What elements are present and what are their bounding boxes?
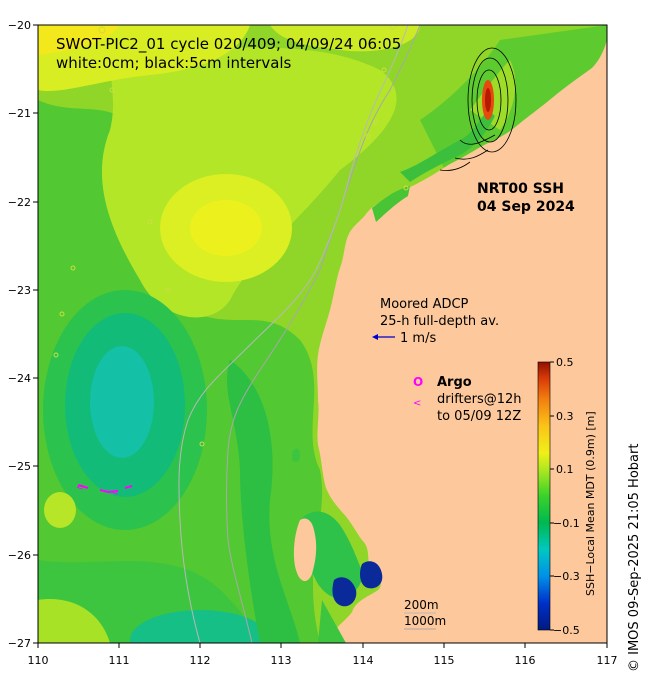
colorbar-tick-label: −0.5 [553, 624, 580, 637]
adcp-legend-title: Moored ADCP [380, 297, 469, 312]
colorbar-tick-label: −0.3 [553, 570, 580, 583]
map-subtitle: white:0cm; black:5cm intervals [56, 54, 292, 72]
colorbar-tick-label: 0.3 [556, 410, 574, 423]
lat-tick-label: −21 [8, 107, 31, 120]
product-name: NRT00 SSH [477, 181, 564, 197]
isobath-200m [178, 25, 409, 643]
plot-frame [37, 24, 608, 644]
lon-tick-label: 115 [434, 654, 455, 667]
argo-label: Argo [437, 375, 472, 390]
lat-tick-label: −25 [8, 460, 31, 473]
lon-axis: 110 111 112 113 114 115 116 117 [28, 643, 618, 667]
lon-tick-label: 117 [597, 654, 618, 667]
australia-landmass [317, 25, 607, 643]
adcp-markers [53, 25, 409, 447]
colorbar-tick-label: 0.5 [556, 356, 574, 369]
lat-tick-label: −26 [8, 549, 31, 562]
colorbar-tick-label: −0.1 [553, 517, 580, 530]
lon-tick-label: 113 [271, 654, 292, 667]
lon-tick-label: 116 [515, 654, 536, 667]
adcp-scale-arrow [372, 334, 395, 340]
colorbar-tick-label: 0.1 [556, 463, 574, 476]
lon-tick-label: 111 [109, 654, 130, 667]
drifters-period: to 05/09 12Z [437, 409, 521, 424]
drifters-label: drifters@12h [437, 392, 522, 407]
ssh-contours-exmouth [439, 47, 517, 171]
shark-bay-water [300, 511, 363, 599]
isobath-200-label: 200m [404, 598, 439, 612]
lon-tick-label: 112 [190, 654, 211, 667]
lat-tick-label: −27 [8, 637, 31, 650]
isobath-1000-label: 1000m [404, 614, 446, 628]
colorbar-gradient [537, 361, 551, 631]
lat-tick-label: −20 [8, 19, 31, 32]
argo-symbol: O [413, 375, 423, 389]
lon-tick-label: 110 [28, 654, 49, 667]
colorbar: 0.5 0.3 0.1 −0.1 −0.3 −0.5 SSH−Local Mea… [537, 356, 597, 637]
map-title: SWOT-PIC2_01 cycle 020/409; 04/09/24 06:… [56, 35, 401, 54]
lat-tick-label: −24 [8, 372, 31, 385]
adcp-legend-subtitle: 25-h full-depth av. [380, 314, 499, 329]
svg-text:<: < [111, 488, 119, 498]
product-date: 04 Sep 2024 [477, 199, 575, 215]
lat-tick-label: −23 [8, 284, 31, 297]
lat-axis: −20 −21 −22 −23 −24 −25 −26 −27 [8, 19, 38, 650]
colorbar-label: SSH−Local Mean MDT (0.9m) [m] [584, 411, 597, 596]
drifter-symbol: < [413, 398, 421, 409]
lat-tick-label: −22 [8, 196, 31, 209]
svg-text:<: < [76, 483, 84, 493]
drifter-tracks: < < [76, 483, 133, 498]
lon-tick-label: 114 [353, 654, 374, 667]
credit-line: © IMOS 09-Sep-2025 21:05 Hobart [627, 444, 642, 672]
isobath-1000m [226, 25, 421, 643]
adcp-scale-label: 1 m/s [400, 331, 436, 346]
plot-area: < < [38, 25, 607, 643]
